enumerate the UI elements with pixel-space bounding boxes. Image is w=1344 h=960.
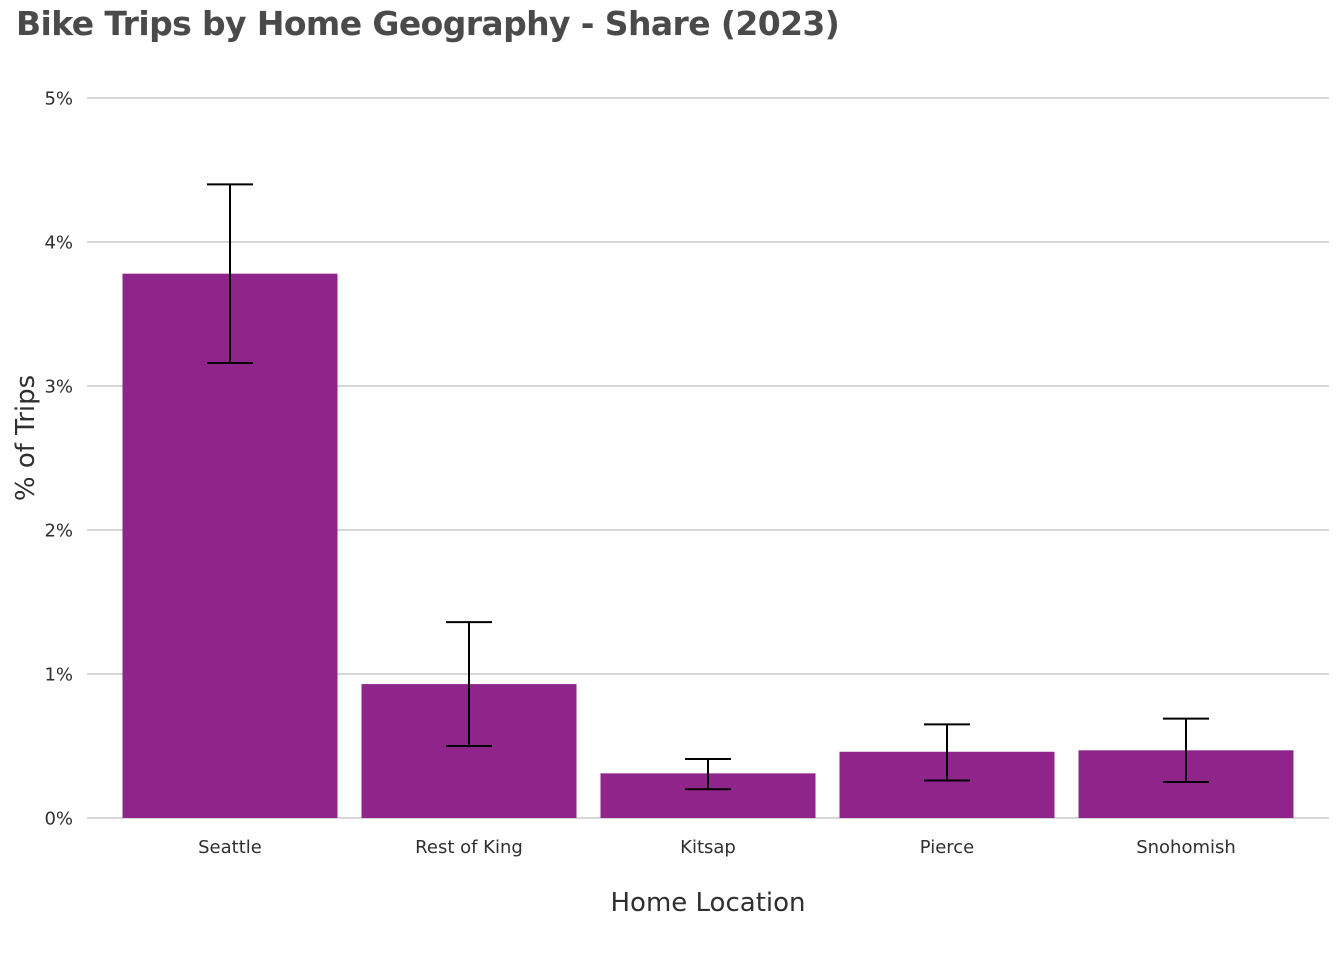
x-axis-ticks: Seattle Rest of King Kitsap Pierce Snohomish [198,837,1236,858]
error-bar [207,183,253,364]
error-bars [207,183,1209,791]
x-tick-label: Kitsap [680,837,736,858]
error-bar [1163,717,1209,783]
y-tick-label: 4% [44,233,73,254]
y-axis-ticks: 0% 1% 2% 3% 4% 5% [44,89,73,830]
chart-title: Bike Trips by Home Geography - Share (20… [16,4,840,43]
y-tick-label: 1% [44,665,73,686]
error-bar [446,621,492,747]
bar-seattle [122,273,338,818]
error-bar [685,757,731,791]
x-tick-label: Snohomish [1136,837,1236,858]
y-tick-label: 3% [44,377,73,398]
bars [122,273,1294,818]
y-tick-label: 0% [44,809,73,830]
x-axis-title: Home Location [610,888,805,918]
x-tick-label: Seattle [198,837,262,858]
y-axis-title: % of Trips [11,375,41,501]
y-tick-label: 5% [44,89,73,110]
x-tick-label: Rest of King [415,837,523,858]
y-tick-label: 2% [44,521,73,542]
x-tick-label: Pierce [920,837,975,858]
error-bar [924,723,970,782]
